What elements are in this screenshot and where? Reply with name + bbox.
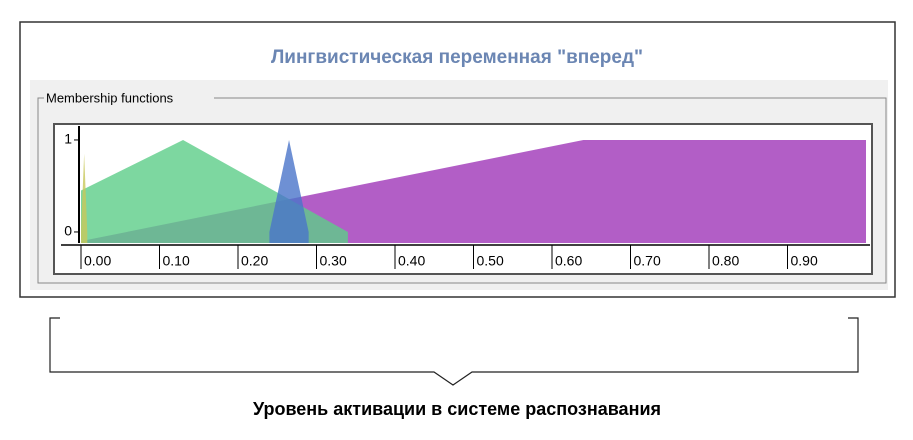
plot: 0 1 0.00 0.10 0.20 0.30 0.40 0.50 0.60 0.70 0.80 0.… <box>61 126 870 269</box>
x-tick-label: 0.30 <box>320 253 347 269</box>
x-tick-label: 0.20 <box>241 253 268 269</box>
x-tick-label: 0.50 <box>477 253 504 269</box>
x-tick-label: 0.40 <box>398 253 425 269</box>
x-tick-label: 0.70 <box>634 253 661 269</box>
y-tick-label: 1 <box>64 131 72 147</box>
x-tick-label: 0.80 <box>712 253 739 269</box>
x-tick-label: 0.60 <box>555 253 582 269</box>
x-tick-label: 0.10 <box>163 253 190 269</box>
membership-area <box>81 153 88 243</box>
group-label-bg <box>44 91 214 105</box>
bracket <box>49 317 859 386</box>
x-tick-label: 0.90 <box>791 253 818 269</box>
caption: Уровень активации в системе распознавани… <box>253 399 661 419</box>
membership-area <box>269 139 309 243</box>
title: Лингвистическая переменная "вперед" <box>271 47 643 68</box>
y-tick-label: 0 <box>64 223 72 239</box>
group-label: Membership functions <box>46 90 174 105</box>
x-tick-label: 0.00 <box>84 253 111 269</box>
group-box <box>37 97 887 284</box>
